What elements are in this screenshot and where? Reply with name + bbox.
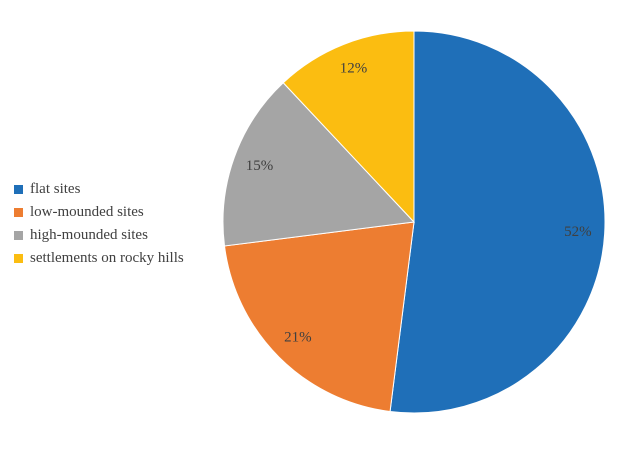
legend-swatch — [14, 254, 23, 263]
legend-label: settlements on rocky hills — [30, 250, 184, 266]
pie-slice — [389, 30, 606, 414]
legend-label: high-mounded sites — [30, 227, 148, 243]
legend-label: flat sites — [30, 181, 81, 197]
legend: flat sites low-mounded sites high-mounde… — [14, 178, 184, 270]
legend-item: low-mounded sites — [14, 201, 184, 224]
legend-swatch — [14, 208, 23, 217]
legend-item: high-mounded sites — [14, 224, 184, 247]
legend-label: low-mounded sites — [30, 204, 144, 220]
pie-slice — [222, 82, 416, 247]
pie-slice — [223, 221, 415, 413]
slice-label: 12% — [340, 61, 368, 77]
pie-slice — [282, 30, 415, 224]
legend-item: settlements on rocky hills — [14, 247, 184, 270]
legend-swatch — [14, 185, 23, 194]
slice-label: 15% — [246, 158, 274, 174]
slice-label: 52% — [564, 224, 592, 240]
legend-swatch — [14, 231, 23, 240]
legend-item: flat sites — [14, 178, 184, 201]
slice-label: 21% — [284, 330, 312, 346]
